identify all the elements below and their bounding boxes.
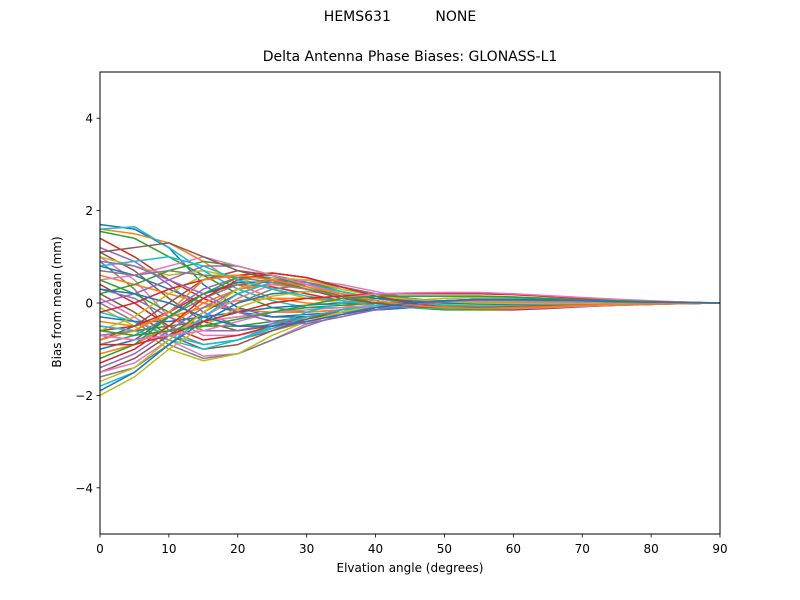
y-tick-label: −4 xyxy=(75,481,93,495)
x-tick-label: 30 xyxy=(299,542,314,556)
y-tick-label: 4 xyxy=(85,112,93,126)
suptitle-site: HEMS631 xyxy=(323,9,391,25)
x-tick-label: 80 xyxy=(643,542,658,556)
y-axis-ticks: −4 −2 0 2 4 xyxy=(75,112,100,495)
chart-title: Delta Antenna Phase Biases: GLONASS-L1 xyxy=(262,49,558,65)
x-tick-label: 40 xyxy=(368,542,383,556)
figure-suptitle: HEMS631 NONE xyxy=(0,9,800,25)
y-tick-label: −2 xyxy=(75,389,93,403)
y-tick-label: 2 xyxy=(85,204,93,218)
x-axis-label: Elvation angle (degrees) xyxy=(336,561,484,575)
x-tick-label: 70 xyxy=(575,542,590,556)
series-layer xyxy=(100,223,720,397)
y-axis-label: Bias from mean (mm) xyxy=(50,236,64,368)
suptitle-radome: NONE xyxy=(435,9,477,25)
x-tick-label: 10 xyxy=(161,542,176,556)
y-tick-label: 0 xyxy=(85,297,93,311)
series-line-55 xyxy=(100,288,720,327)
series-line-52 xyxy=(100,291,720,341)
x-axis-ticks: 0 10 20 30 40 50 60 70 80 90 xyxy=(96,534,728,556)
x-tick-label: 90 xyxy=(712,542,727,556)
x-tick-label: 60 xyxy=(506,542,521,556)
series-line-53 xyxy=(100,295,720,337)
x-tick-label: 50 xyxy=(437,542,452,556)
x-tick-label: 20 xyxy=(230,542,245,556)
x-tick-label: 0 xyxy=(96,542,104,556)
